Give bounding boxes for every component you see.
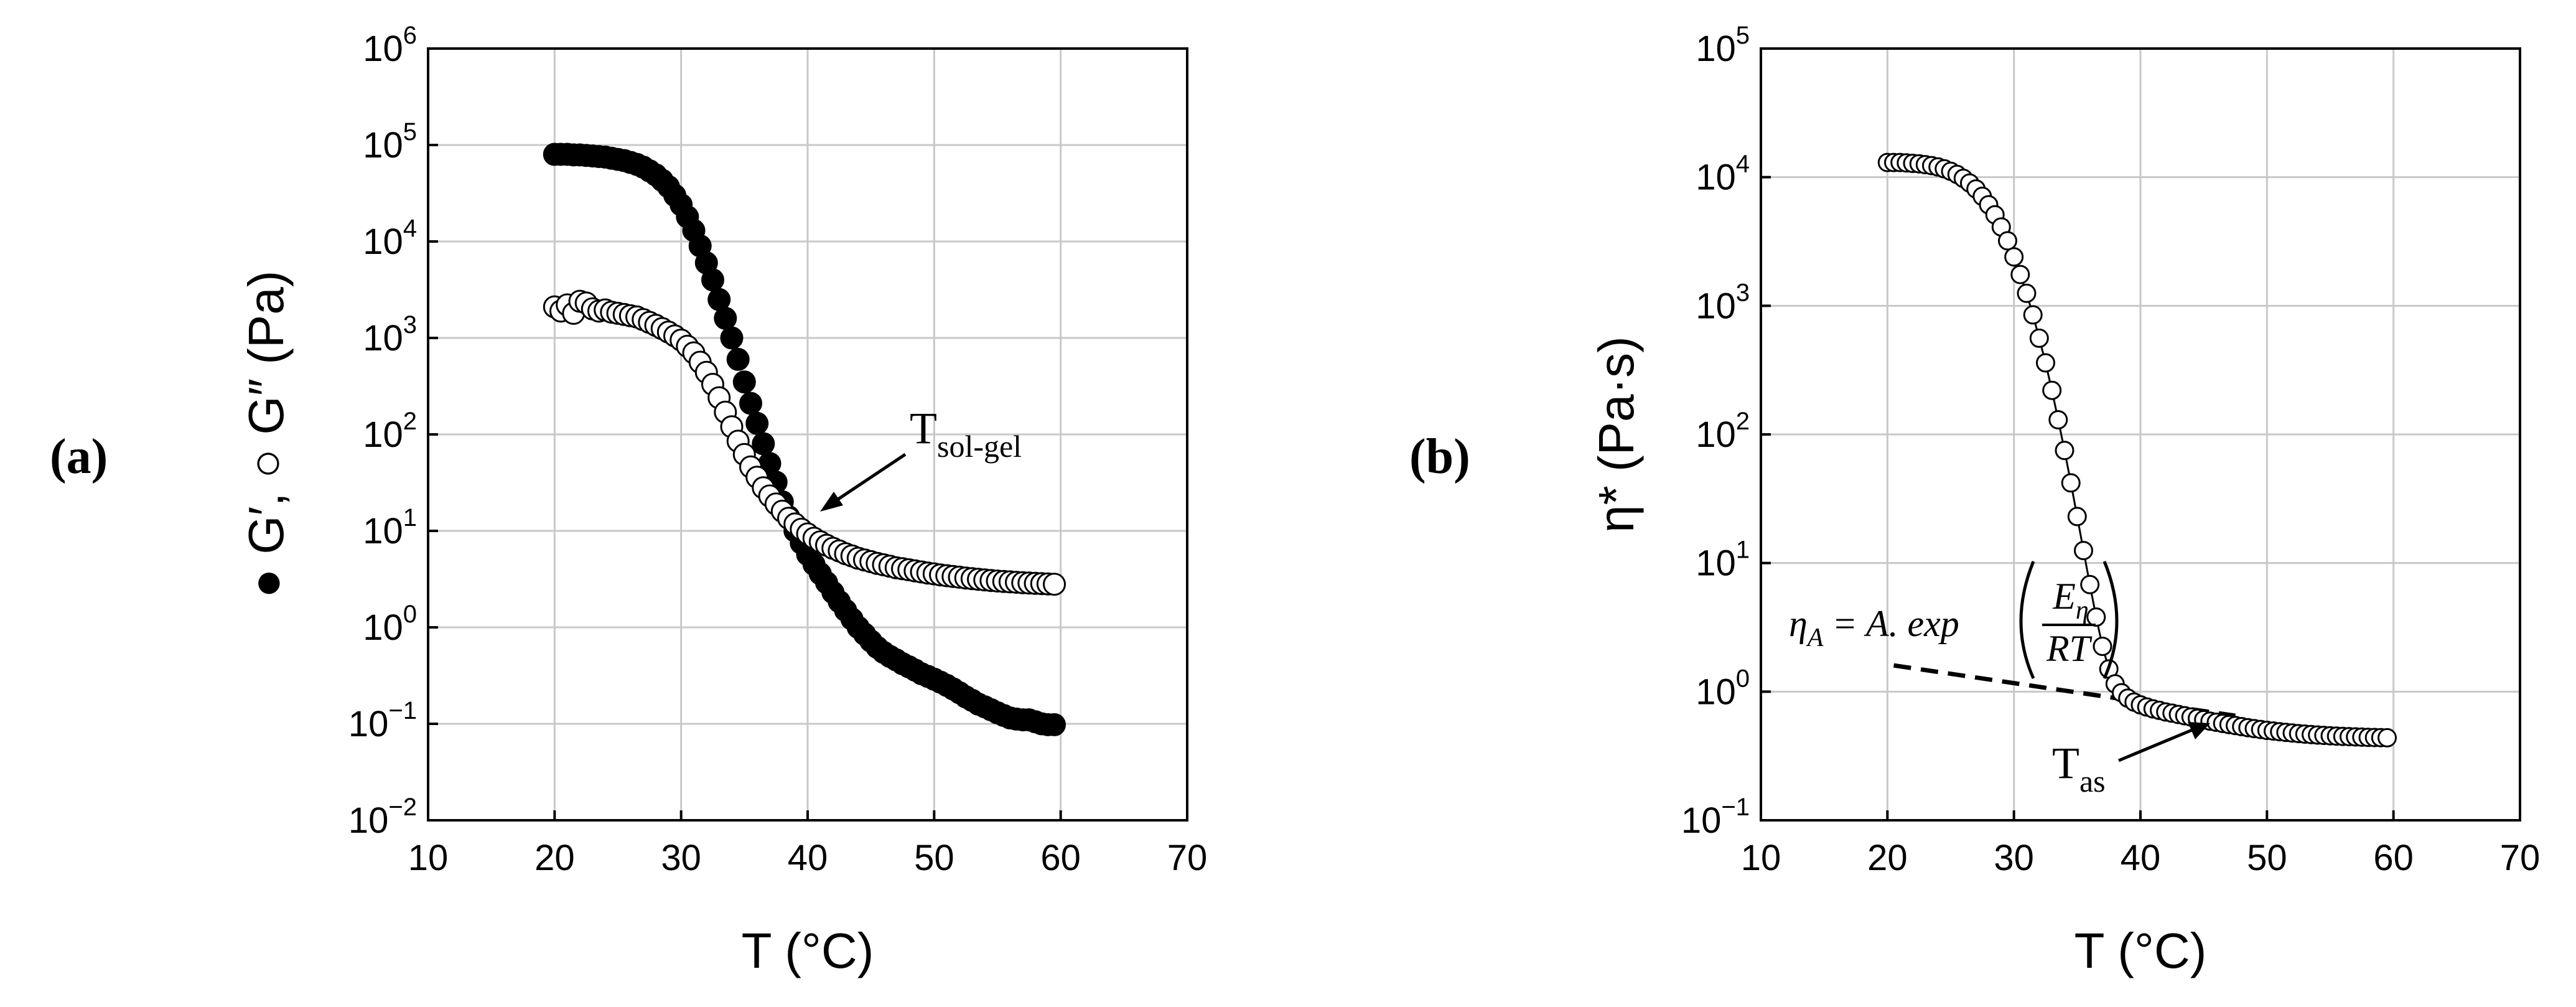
b-data-point [2074, 541, 2093, 561]
a-x-tick-label: 10 [408, 838, 449, 878]
b-data-point [2036, 353, 2055, 373]
equation-eta: η [1789, 603, 1808, 644]
equation-numerator: Eη [2052, 576, 2089, 625]
b-data-point [2093, 637, 2112, 656]
a-data-point [701, 268, 724, 292]
a-data-point [732, 370, 756, 394]
panel-a-ticks: 10 20 30 40 50 60 70 10−2 10−1 100 101 102 103 104 105… [348, 22, 1207, 878]
panel-a-grid [427, 47, 1188, 822]
b-data-point [2010, 265, 2030, 284]
a-x-tick-label: 70 [1167, 838, 1208, 878]
b-series-line [1887, 161, 2387, 739]
a-data-point [752, 432, 775, 456]
b-data-point [2378, 728, 2397, 747]
tsolgel-label-main: T [910, 403, 937, 453]
a-y-tick-label: 100 [363, 601, 417, 648]
a-y-tick-label: 10−2 [348, 794, 417, 841]
equation-right-paren [2102, 561, 2119, 680]
a-x-tick-label: 20 [534, 838, 575, 878]
a-y-tick-label: 10−1 [348, 697, 417, 744]
b-y-tick-label: 10−1 [1681, 794, 1750, 841]
b-x-tick-label: 20 [1867, 838, 1908, 878]
b-x-tick-label: 70 [2500, 838, 2541, 878]
tsolgel-label-sub: sol-gel [937, 429, 1022, 464]
b-data-point [2080, 574, 2100, 594]
a-x-tick-label: 40 [788, 838, 828, 878]
a-y-tick-label: 101 [363, 504, 417, 551]
a-x-tick-label: 50 [914, 838, 954, 878]
panel-b-marks [1877, 152, 2397, 747]
a-data-point [739, 391, 762, 415]
panel-a-marks [543, 143, 1066, 736]
a-data-point [1043, 713, 1066, 736]
panel-b-equation: ηA = A. exp Eη RT [1789, 561, 2119, 680]
panel-b: (b) 10 20 30 40 50 60 70 10−1 100 101 102 103 104 105… [1409, 22, 2540, 978]
a-data-point [745, 411, 769, 435]
b-data-point [2061, 473, 2081, 493]
b-y-tick-label: 101 [1696, 536, 1750, 584]
b-x-tick-label: 50 [2247, 838, 2287, 878]
tsolgel-arrow-line [831, 452, 907, 505]
panel-a-annotation-tsolgel: Tsol-gel [820, 403, 1022, 512]
a-data-point [720, 326, 744, 350]
a-series-G″ [543, 289, 1066, 596]
tas-arrow-head [2188, 722, 2210, 739]
b-y-tick-label: 105 [1696, 22, 1750, 69]
tsolgel-arrow-head [820, 492, 843, 512]
a-data-point [714, 306, 737, 330]
a-y-tick-label: 104 [363, 215, 417, 262]
panel-b-x-axis-title: T (°C) [2074, 923, 2207, 978]
b-x-tick-label: 40 [2121, 838, 2161, 878]
b-data-point [2029, 328, 2049, 348]
b-x-tick-label: 30 [1994, 838, 2034, 878]
b-y-tick-label: 104 [1696, 151, 1750, 198]
panel-b-ticks: 10 20 30 40 50 60 70 10−1 100 101 102 103 104 105 [1681, 22, 2540, 878]
a-y-tick-label: 106 [363, 22, 417, 69]
panel-a-label: (a) [50, 429, 108, 484]
a-y-tick-label: 102 [363, 408, 417, 455]
equation-denominator: RT [2046, 628, 2093, 669]
panel-b-annotation-tas: Tas [2052, 722, 2210, 799]
equation-rhs-prefix: = A. exp [1832, 603, 1959, 644]
tas-label-main: T [2052, 738, 2079, 788]
equation-numerator-sub: η [2076, 596, 2089, 625]
b-data-point [1998, 231, 2017, 251]
b-data-point [2067, 507, 2087, 527]
a-data-point [726, 347, 750, 371]
a-x-tick-label: 60 [1040, 838, 1081, 878]
b-y-tick-label: 103 [1696, 279, 1750, 326]
b-x-tick-label: 10 [1741, 838, 1781, 878]
panel-a: (a) 10 20 30 40 50 60 7010−210−110010110210310… [50, 22, 1207, 978]
b-data-point [2023, 305, 2043, 325]
equation-left-paren [2019, 561, 2035, 680]
tas-arrow-line [2118, 726, 2197, 762]
b-data-point [2048, 410, 2068, 429]
a-x-tick-label: 30 [661, 838, 701, 878]
a-y-tick-label: 103 [363, 311, 417, 358]
tas-label: Tas [2052, 738, 2106, 799]
a-y-tick-label: 105 [363, 118, 417, 166]
b-x-tick-label: 60 [2373, 838, 2414, 878]
panel-a-x-axis-title: T (°C) [742, 923, 874, 978]
b-y-tick-label: 102 [1696, 408, 1750, 455]
panel-a-y-axis-title: ● G′, ○ G″ (Pa) [238, 271, 294, 599]
b-data-point [2004, 247, 2024, 267]
equation-eta-sub: A [1806, 624, 1824, 652]
a-data-point [1043, 573, 1066, 596]
b-data-point [2055, 441, 2074, 461]
b-data-point [2086, 607, 2106, 627]
equation-lhs: ηA = A. exp [1789, 603, 1959, 652]
panel-b-label: (b) [1409, 429, 1470, 484]
tas-label-sub: as [2079, 764, 2106, 799]
equation-numerator-e: E [2052, 576, 2076, 617]
b-series-η* [1877, 152, 2397, 747]
panel-b-y-axis-title: η* (Pa·s) [1589, 336, 1644, 533]
b-data-point [2017, 283, 2037, 303]
b-data-point [2042, 380, 2062, 400]
b-y-tick-label: 100 [1696, 665, 1750, 712]
tsolgel-label: Tsol-gel [910, 403, 1022, 464]
